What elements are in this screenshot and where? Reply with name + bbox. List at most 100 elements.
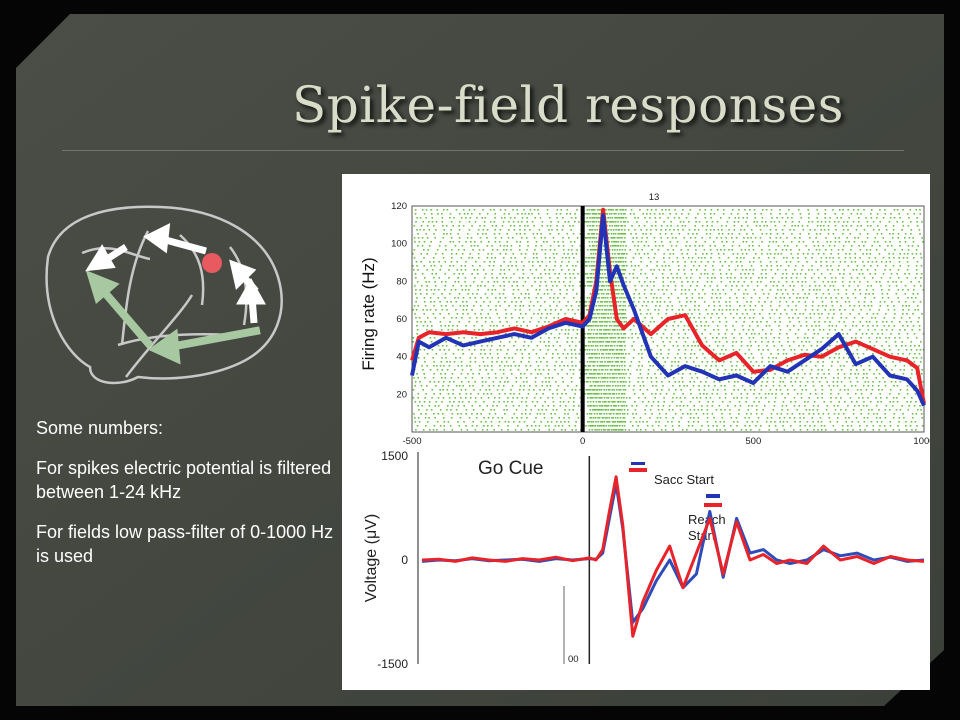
spike-dot bbox=[524, 281, 527, 283]
spike-dot bbox=[888, 221, 891, 223]
spike-dot bbox=[598, 409, 601, 411]
spike-dot bbox=[529, 229, 531, 231]
spike-dot bbox=[617, 369, 620, 371]
spike-dot bbox=[585, 301, 588, 303]
spike-dot bbox=[479, 285, 482, 287]
spike-dot bbox=[822, 361, 824, 363]
spike-dot bbox=[598, 377, 600, 379]
spike-dot bbox=[590, 273, 593, 275]
spike-dot bbox=[605, 357, 608, 359]
spike-dot bbox=[593, 393, 596, 395]
spike-dot bbox=[680, 389, 682, 391]
spike-dot bbox=[617, 225, 620, 227]
spike-dot bbox=[910, 349, 912, 351]
spike-dot bbox=[540, 233, 542, 235]
spike-dot bbox=[450, 337, 452, 339]
spike-dot bbox=[612, 365, 614, 367]
spike-dot bbox=[915, 349, 918, 351]
spike-dot bbox=[426, 421, 429, 423]
spike-dot bbox=[617, 361, 620, 363]
spike-dot bbox=[840, 409, 842, 411]
spike-dot bbox=[793, 417, 796, 419]
spike-dot bbox=[452, 241, 455, 243]
spike-dot bbox=[670, 233, 673, 235]
spike-dot bbox=[584, 365, 586, 367]
spike-dot bbox=[593, 361, 595, 363]
spike-dot bbox=[606, 393, 608, 395]
spike-dot bbox=[551, 397, 554, 399]
spike-dot bbox=[814, 229, 816, 231]
spike-dot bbox=[785, 269, 787, 271]
spike-dot bbox=[489, 221, 492, 223]
spike-dot bbox=[725, 337, 727, 339]
spike-dot bbox=[866, 373, 868, 375]
spike-dot bbox=[644, 217, 646, 219]
spike-dot bbox=[734, 269, 737, 271]
spike-dot bbox=[461, 369, 464, 371]
spike-dot bbox=[770, 213, 772, 215]
spike-dot bbox=[499, 297, 501, 299]
spike-dot bbox=[466, 237, 469, 239]
spike-dot bbox=[589, 277, 592, 279]
spike-dot bbox=[422, 309, 424, 311]
spike-dot bbox=[808, 221, 810, 223]
spike-dot bbox=[501, 225, 504, 227]
spike-dot bbox=[816, 289, 818, 291]
spike-dot bbox=[588, 421, 591, 423]
spike-dot bbox=[617, 261, 620, 263]
spike-dot bbox=[646, 389, 649, 391]
spike-dot bbox=[535, 289, 538, 291]
spike-dot bbox=[632, 389, 635, 391]
spike-dot bbox=[865, 333, 868, 335]
spike-dot bbox=[426, 285, 428, 287]
spike-dot bbox=[878, 389, 880, 391]
spike-dot bbox=[598, 401, 600, 403]
spike-dot bbox=[613, 329, 615, 331]
spike-dot bbox=[600, 313, 603, 315]
spike-dot bbox=[845, 353, 848, 355]
spike-dot bbox=[549, 217, 551, 219]
spike-dot bbox=[628, 377, 630, 379]
spike-dot bbox=[601, 269, 604, 271]
spike-dot bbox=[640, 257, 642, 259]
spike-dot bbox=[654, 309, 656, 311]
spike-dot bbox=[474, 397, 477, 399]
spike-dot bbox=[522, 321, 525, 323]
spike-dot bbox=[439, 321, 442, 323]
spike-dot bbox=[684, 357, 687, 359]
spike-dot bbox=[489, 301, 491, 303]
spike-dot bbox=[571, 341, 574, 343]
spike-dot bbox=[465, 413, 467, 415]
spike-dot bbox=[595, 333, 597, 335]
spike-dot bbox=[477, 273, 479, 275]
spike-dot bbox=[817, 313, 820, 315]
spike-dot bbox=[842, 357, 845, 359]
spike-dot bbox=[741, 253, 744, 255]
spike-dot bbox=[535, 269, 538, 271]
spike-dot bbox=[539, 285, 541, 287]
spike-dot bbox=[710, 257, 712, 259]
spike-dot bbox=[452, 225, 454, 227]
spike-dot bbox=[469, 365, 471, 367]
spike-dot bbox=[571, 389, 573, 391]
spike-dot bbox=[769, 229, 772, 231]
spike-dot bbox=[647, 301, 649, 303]
spike-dot bbox=[602, 281, 604, 283]
spike-dot bbox=[589, 217, 591, 219]
spike-dot bbox=[920, 265, 923, 267]
spike-dot bbox=[418, 421, 421, 423]
spike-dot bbox=[601, 385, 603, 387]
notes-line-fields: For fields low pass-filter of 0-1000 Hz … bbox=[36, 522, 334, 566]
spike-dot bbox=[491, 357, 493, 359]
spike-dot bbox=[831, 301, 833, 303]
spike-dot bbox=[511, 265, 513, 267]
spike-dot bbox=[706, 377, 708, 379]
spike-dot bbox=[682, 413, 684, 415]
spike-dot bbox=[614, 237, 616, 239]
spike-dot bbox=[412, 341, 415, 343]
spike-dot bbox=[682, 329, 685, 331]
spike-dot bbox=[674, 209, 676, 211]
spike-dot bbox=[823, 225, 825, 227]
spike-dot bbox=[590, 337, 593, 339]
spike-dot bbox=[745, 241, 748, 243]
